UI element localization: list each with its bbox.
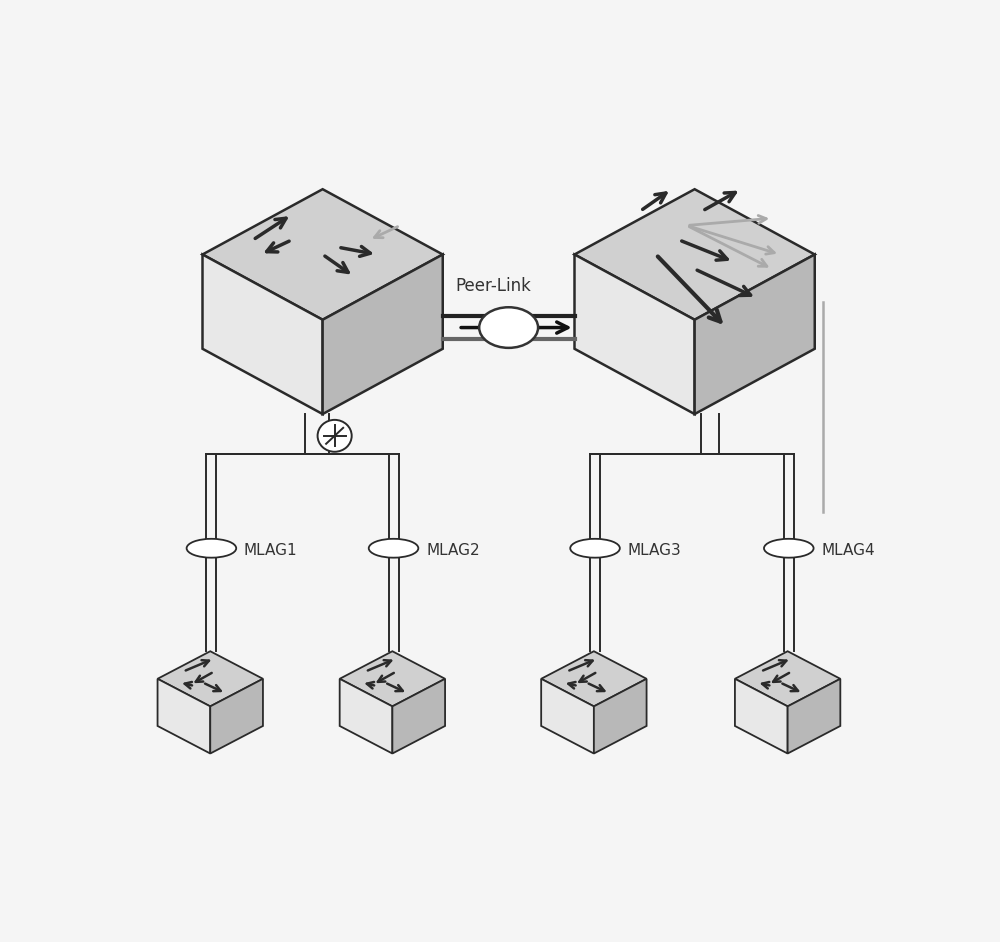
Polygon shape xyxy=(158,651,263,706)
Polygon shape xyxy=(695,254,815,414)
Polygon shape xyxy=(323,254,443,414)
Ellipse shape xyxy=(187,539,236,558)
Polygon shape xyxy=(340,679,392,754)
Circle shape xyxy=(318,420,352,452)
Polygon shape xyxy=(541,651,647,706)
Polygon shape xyxy=(574,189,815,319)
Text: MLAG3: MLAG3 xyxy=(628,543,681,558)
Polygon shape xyxy=(202,189,443,319)
Polygon shape xyxy=(202,254,323,414)
Polygon shape xyxy=(541,679,594,754)
Polygon shape xyxy=(210,679,263,754)
Text: MLAG4: MLAG4 xyxy=(821,543,875,558)
Polygon shape xyxy=(594,679,647,754)
Text: MLAG2: MLAG2 xyxy=(426,543,480,558)
Ellipse shape xyxy=(570,539,620,558)
Polygon shape xyxy=(340,651,445,706)
Ellipse shape xyxy=(764,539,814,558)
Text: MLAG1: MLAG1 xyxy=(244,543,298,558)
Ellipse shape xyxy=(479,307,538,348)
Ellipse shape xyxy=(369,539,418,558)
Polygon shape xyxy=(158,679,210,754)
Polygon shape xyxy=(574,254,695,414)
Text: Peer-Link: Peer-Link xyxy=(455,278,531,296)
Polygon shape xyxy=(735,679,788,754)
Polygon shape xyxy=(788,679,840,754)
Polygon shape xyxy=(735,651,840,706)
Polygon shape xyxy=(392,679,445,754)
